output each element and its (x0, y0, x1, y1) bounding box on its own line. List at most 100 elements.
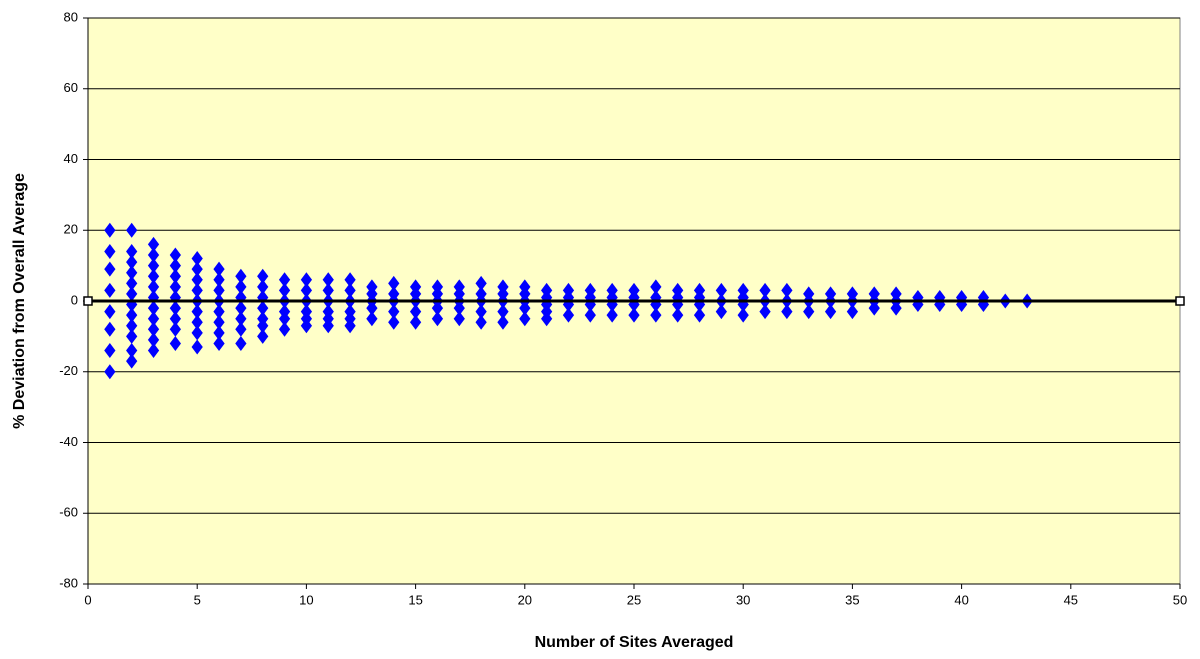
point (235, 311, 247, 327)
point (235, 279, 247, 295)
point (104, 321, 116, 337)
point (169, 335, 181, 351)
point (235, 335, 247, 351)
point (169, 247, 181, 263)
point (147, 311, 160, 327)
y-tick-label: -20 (59, 363, 78, 378)
point (191, 325, 203, 341)
point (191, 282, 203, 298)
point (191, 314, 203, 330)
point (104, 343, 116, 359)
point (846, 304, 859, 320)
point (650, 279, 662, 295)
point (890, 300, 902, 316)
marker (1175, 296, 1185, 306)
point (126, 265, 138, 281)
point (104, 282, 116, 298)
point (126, 328, 138, 344)
point (278, 282, 291, 298)
point (257, 279, 269, 295)
point (737, 307, 749, 323)
point (235, 300, 247, 316)
x-tick-label: 35 (845, 592, 859, 607)
point (803, 304, 815, 320)
point (322, 282, 334, 298)
point (104, 364, 116, 380)
point (126, 254, 138, 270)
point (126, 243, 138, 259)
point (126, 286, 138, 302)
point (409, 314, 422, 330)
x-tick-label: 20 (518, 592, 532, 607)
point (693, 307, 706, 323)
point (672, 307, 684, 323)
point (300, 282, 313, 298)
point (431, 300, 444, 316)
x-tick-label: 40 (954, 592, 968, 607)
point (169, 311, 181, 327)
point (147, 279, 160, 295)
point (147, 343, 160, 359)
point (344, 318, 356, 334)
point (169, 279, 181, 295)
point (824, 304, 837, 320)
point (519, 311, 531, 327)
point (104, 304, 116, 320)
y-tick-label: -80 (59, 575, 78, 590)
point (431, 311, 444, 327)
point (126, 318, 138, 334)
y-tick-label: 80 (64, 9, 78, 24)
point (584, 307, 596, 323)
point (104, 261, 116, 277)
point (191, 272, 203, 288)
point (126, 343, 138, 359)
point (344, 272, 356, 288)
point (169, 258, 181, 274)
point (257, 318, 269, 334)
point (169, 300, 181, 316)
point (475, 314, 487, 330)
point (388, 314, 400, 330)
point (278, 311, 291, 327)
point (300, 272, 313, 288)
point (213, 335, 225, 351)
point (147, 268, 160, 284)
point (257, 300, 269, 316)
point (366, 311, 378, 327)
point (497, 314, 509, 330)
point (213, 314, 225, 330)
point (519, 300, 531, 316)
x-axis-title: Number of Sites Averaged (535, 634, 734, 651)
point (235, 321, 247, 337)
point (388, 304, 400, 320)
point (147, 258, 160, 274)
point (781, 304, 793, 320)
point (257, 328, 269, 344)
point (541, 311, 553, 327)
point (781, 282, 793, 298)
point (344, 282, 356, 298)
point (453, 311, 465, 327)
point (606, 307, 618, 323)
point (475, 304, 487, 320)
point (278, 272, 291, 288)
point (366, 300, 378, 316)
x-tick-label: 0 (84, 592, 91, 607)
y-tick-label: 0 (71, 292, 78, 307)
point (147, 321, 160, 337)
x-tick-label: 50 (1173, 592, 1187, 607)
point (191, 261, 203, 277)
point (147, 236, 160, 252)
x-tick-label: 15 (408, 592, 422, 607)
x-tick-label: 45 (1064, 592, 1078, 607)
point (759, 304, 771, 320)
point (388, 275, 400, 291)
x-tick-label: 10 (299, 592, 313, 607)
point (650, 307, 662, 323)
point (191, 304, 203, 320)
point (169, 268, 181, 284)
point (628, 307, 640, 323)
x-tick-label: 30 (736, 592, 750, 607)
point (126, 307, 138, 323)
point (497, 304, 509, 320)
